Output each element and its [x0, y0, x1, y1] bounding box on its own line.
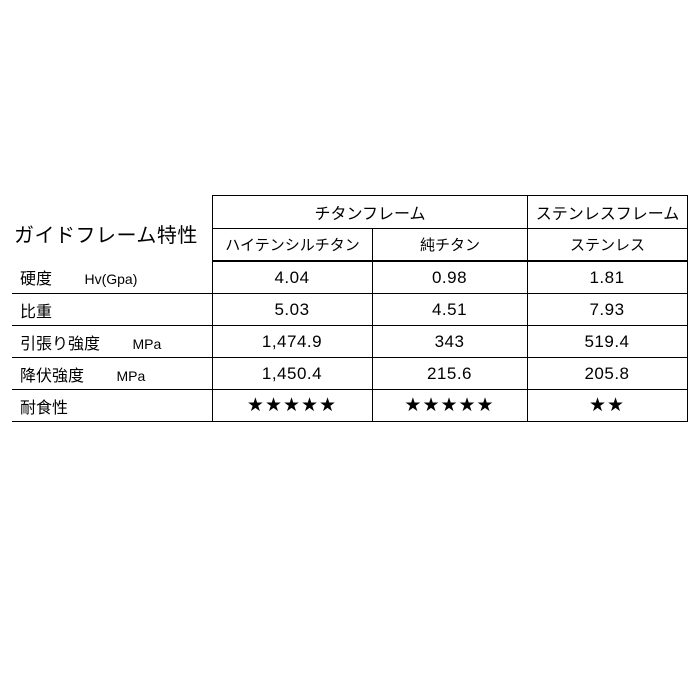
- group-header-stainless: ステンレスフレーム: [528, 196, 688, 229]
- row-label-name: 比重: [20, 304, 52, 321]
- spec-table-body: 硬度 Hv(Gpa) 4.04 0.98 1.81 比重 5.03 4.51 7…: [12, 261, 688, 422]
- cell-value: 215.6: [372, 358, 527, 390]
- cell-value: 1.81: [527, 262, 687, 294]
- group-header-row: チタンフレーム ステンレスフレーム: [213, 196, 688, 229]
- cell-value: 0.98: [372, 262, 527, 294]
- page-container: ガイドフレーム特性 チタンフレーム ステンレスフレーム ハイテンシルチタン 純チ…: [0, 0, 700, 261]
- sub-header-high-tensile-titanium: ハイテンシルチタン: [213, 229, 373, 261]
- cell-value: 205.8: [527, 358, 687, 390]
- cell-stars: ★★: [527, 390, 687, 422]
- row-label-unit: MPa: [116, 368, 145, 384]
- cell-stars: ★★★★★: [372, 390, 527, 422]
- table-body-wrapper: 硬度 Hv(Gpa) 4.04 0.98 1.81 比重 5.03 4.51 7…: [0, 261, 700, 422]
- sub-header-row: ハイテンシルチタン 純チタン ステンレス: [213, 229, 688, 261]
- row-label-name: 硬度: [20, 271, 52, 288]
- row-label-density: 比重: [12, 294, 212, 326]
- cell-value: 519.4: [527, 326, 687, 358]
- row-label-unit: Hv(Gpa): [84, 271, 137, 287]
- row-label-corrosion-resistance: 耐食性: [12, 390, 212, 422]
- table-row: 硬度 Hv(Gpa) 4.04 0.98 1.81: [12, 262, 687, 294]
- cell-value: 4.51: [372, 294, 527, 326]
- cell-value: 4.04: [212, 262, 372, 294]
- cell-value: 1,474.9: [212, 326, 372, 358]
- table-row: 耐食性 ★★★★★ ★★★★★ ★★: [12, 390, 687, 422]
- row-label-name: 引張り強度: [20, 336, 100, 353]
- cell-value: 7.93: [527, 294, 687, 326]
- cell-value: 343: [372, 326, 527, 358]
- table-row: 比重 5.03 4.51 7.93: [12, 294, 687, 326]
- page-title: ガイドフレーム特性: [12, 219, 212, 248]
- row-label-unit: MPa: [132, 336, 161, 352]
- table-row: 引張り強度 MPa 1,474.9 343 519.4: [12, 326, 687, 358]
- row-label-hardness: 硬度 Hv(Gpa): [12, 262, 212, 294]
- sub-header-stainless: ステンレス: [528, 229, 688, 261]
- sub-header-pure-titanium: 純チタン: [373, 229, 528, 261]
- table-row: 降伏強度 MPa 1,450.4 215.6 205.8: [12, 358, 687, 390]
- spec-table: チタンフレーム ステンレスフレーム ハイテンシルチタン 純チタン ステンレス: [212, 195, 688, 261]
- row-label-yield-strength: 降伏強度 MPa: [12, 358, 212, 390]
- cell-stars: ★★★★★: [212, 390, 372, 422]
- cell-value: 1,450.4: [212, 358, 372, 390]
- cell-value: 5.03: [212, 294, 372, 326]
- row-label-name: 耐食性: [20, 400, 68, 417]
- group-header-titanium: チタンフレーム: [213, 196, 528, 229]
- row-label-tensile-strength: 引張り強度 MPa: [12, 326, 212, 358]
- title-column: ガイドフレーム特性: [12, 195, 212, 248]
- row-label-name: 降伏強度: [20, 368, 84, 385]
